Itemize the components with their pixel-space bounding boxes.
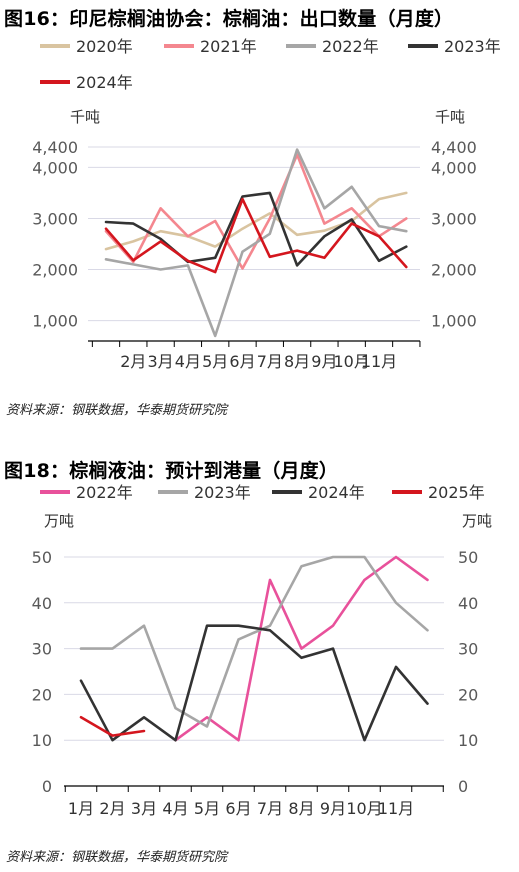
y-tick-label-right: 30	[458, 640, 478, 659]
y-axis-unit-left: 万吨	[44, 512, 74, 530]
y-tick-label-left: 40	[32, 594, 52, 613]
y-tick-label-left: 1,000	[32, 312, 78, 331]
y-tick-label-right: 10	[458, 731, 478, 750]
y-axis-unit-right: 千吨	[435, 108, 465, 126]
y-tick-label-left: 50	[32, 548, 52, 567]
legend-item: 2020年	[40, 37, 133, 56]
x-tick-label: 4月	[175, 352, 201, 371]
x-tick-label: 10月	[334, 352, 370, 371]
chart-source: 资料来源：钢联数据，华泰期货研究院	[6, 403, 228, 418]
y-tick-label-right: 50	[458, 548, 478, 567]
x-tick-label: 6月	[225, 799, 251, 818]
chart-title: 图16：印尼棕榈油协会：棕榈油：出口数量（月度）	[4, 8, 454, 30]
x-tick-label: 2月	[99, 799, 125, 818]
y-tick-label-left: 4,000	[32, 158, 78, 177]
x-tick-label: 11月	[361, 352, 397, 371]
legend-label: 2021年	[200, 37, 257, 56]
legend-label: 2024年	[76, 73, 133, 92]
x-tick-label: 1月	[68, 799, 94, 818]
x-tick-label: 8月	[284, 352, 310, 371]
y-axis-unit-right: 万吨	[462, 512, 492, 530]
x-tick-label: 5月	[202, 352, 228, 371]
y-tick-label-left: 4,400	[32, 138, 78, 157]
y-tick-label-left: 2,000	[32, 261, 78, 280]
x-tick-label: 2月	[120, 352, 146, 371]
x-tick-label: 7月	[257, 799, 283, 818]
x-tick-label: 5月	[194, 799, 220, 818]
legend-item: 2025年	[392, 483, 485, 502]
x-tick-label: 9月	[320, 799, 346, 818]
series-line-2025年	[79, 715, 146, 737]
legend-item: 2024年	[40, 73, 133, 92]
legend-item: 2021年	[164, 37, 257, 56]
legend-label: 2022年	[322, 37, 379, 56]
y-tick-label-right: 40	[458, 594, 478, 613]
legend-label: 2025年	[428, 483, 485, 502]
legend-label: 2022年	[76, 483, 133, 502]
x-tick-label: 8月	[288, 799, 314, 818]
y-tick-label-right: 1,000	[431, 312, 477, 331]
y-tick-label-left: 0	[42, 777, 52, 796]
y-tick-label-left: 3,000	[32, 209, 78, 228]
legend-label: 2020年	[76, 37, 133, 56]
y-tick-label-left: 10	[32, 731, 52, 750]
legend-item: 2022年	[286, 37, 379, 56]
y-tick-label-right: 0	[458, 777, 468, 796]
series-line-2022年	[104, 148, 408, 338]
y-tick-label-right: 2,000	[431, 261, 477, 280]
x-tick-label: 4月	[162, 799, 188, 818]
series-line-2024年	[79, 624, 429, 742]
x-tick-label: 11月	[378, 799, 414, 818]
series-line-2024年	[104, 197, 408, 274]
chart-panel-export: 图16：印尼棕榈油协会：棕榈油：出口数量（月度） 2020年 2021年 2022年…	[0, 0, 519, 430]
legend-item: 2023年	[408, 37, 501, 56]
series-line-2023年	[79, 555, 429, 728]
x-tick-label: 3月	[148, 352, 174, 371]
series-line-2021年	[104, 153, 408, 270]
legend-item: 2022年	[40, 483, 133, 502]
series-line-2022年	[174, 555, 429, 742]
legend-label: 2023年	[194, 483, 251, 502]
y-tick-label-right: 4,000	[431, 158, 477, 177]
y-tick-label-right: 20	[458, 685, 478, 704]
x-tick-label: 3月	[131, 799, 157, 818]
legend-item: 2023年	[158, 483, 251, 502]
chart-source: 资料来源：钢联数据，华泰期货研究院	[6, 850, 228, 865]
y-tick-label-left: 30	[32, 640, 52, 659]
x-tick-label: 7月	[257, 352, 283, 371]
legend-label: 2024年	[308, 483, 365, 502]
y-tick-label-right: 4,400	[431, 138, 477, 157]
chart-title: 图18：棕榈液油：预计到港量（月度）	[4, 460, 339, 482]
x-tick-label: 9月	[311, 352, 337, 371]
y-tick-label-right: 3,000	[431, 209, 477, 228]
legend-item: 2024年	[272, 483, 365, 502]
x-tick-label: 6月	[229, 352, 255, 371]
y-tick-label-left: 20	[32, 685, 52, 704]
legend-label: 2023年	[444, 37, 501, 56]
x-tick-label: 10月	[346, 799, 382, 818]
chart-panel-arrivals: 图18：棕榈液油：预计到港量（月度） 2022年 2023年 2024年 2025年万…	[0, 452, 519, 872]
y-axis-unit-left: 千吨	[70, 108, 100, 126]
series-line-2020年	[104, 191, 408, 251]
